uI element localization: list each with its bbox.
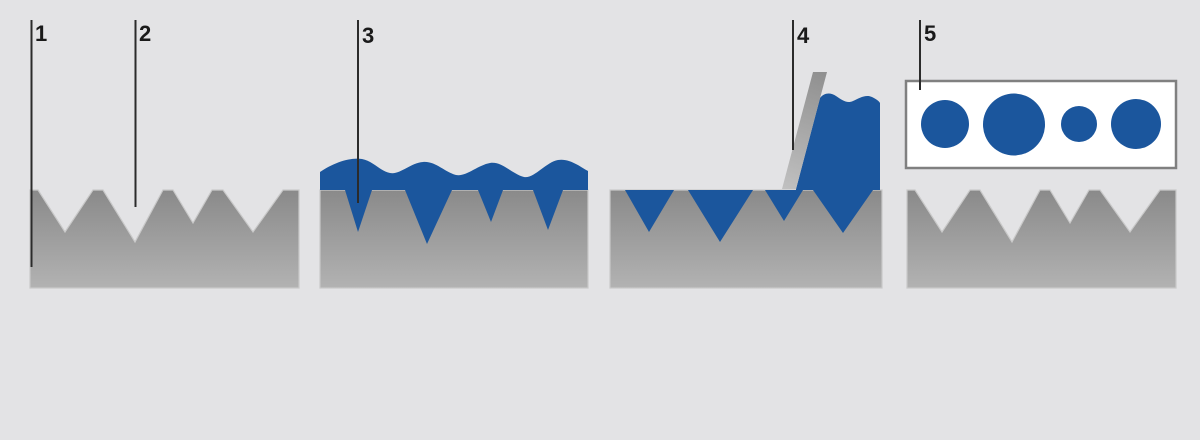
liquid-heap-shape <box>796 93 880 190</box>
label-number-3: 3 <box>362 23 374 48</box>
panel-squeegee-spreading: 4 <box>609 20 883 289</box>
liquid-layer-shape <box>320 158 588 244</box>
panel-liquid-wetting: 3 <box>319 20 589 289</box>
particle-circle-4 <box>1111 99 1161 149</box>
particle-circle-3 <box>1061 106 1097 142</box>
label-number-2: 2 <box>139 21 151 46</box>
liquid-filled-grooves-shape <box>625 190 873 242</box>
particle-circle-1 <box>921 100 969 148</box>
label-number-5: 5 <box>924 21 936 46</box>
label-number-4: 4 <box>797 23 810 48</box>
squeegee-blade-shape <box>782 72 827 189</box>
label-number-1: 1 <box>35 21 47 46</box>
particle-circle-2 <box>983 93 1045 156</box>
panel-rough-substrate: 1 2 <box>29 20 300 289</box>
panel-particle-legend: 5 <box>904 20 1178 289</box>
